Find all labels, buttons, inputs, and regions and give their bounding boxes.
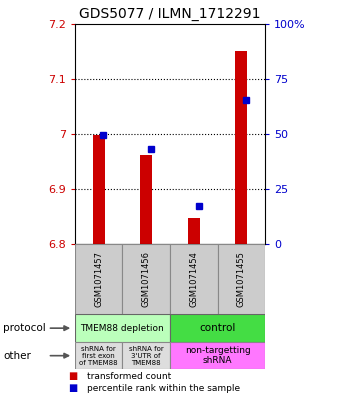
- Text: non-targetting
shRNA: non-targetting shRNA: [185, 346, 251, 365]
- Text: shRNA for
first exon
of TMEM88: shRNA for first exon of TMEM88: [79, 346, 118, 365]
- Text: GSM1071454: GSM1071454: [189, 251, 198, 307]
- Text: percentile rank within the sample: percentile rank within the sample: [87, 384, 240, 393]
- Bar: [122, 244, 170, 314]
- Text: TMEM88 depletion: TMEM88 depletion: [81, 324, 164, 332]
- Bar: [218, 244, 265, 314]
- Text: ■: ■: [68, 371, 77, 382]
- Bar: [75, 342, 122, 369]
- Bar: [75, 314, 170, 342]
- Text: other: other: [3, 351, 31, 361]
- Text: transformed count: transformed count: [87, 372, 171, 381]
- Bar: [75, 244, 122, 314]
- Text: GSM1071457: GSM1071457: [94, 251, 103, 307]
- Bar: [140, 154, 152, 244]
- Text: protocol: protocol: [3, 323, 46, 333]
- Text: GSM1071455: GSM1071455: [237, 251, 246, 307]
- Text: GSM1071456: GSM1071456: [142, 251, 151, 307]
- Bar: [188, 218, 200, 244]
- Title: GDS5077 / ILMN_1712291: GDS5077 / ILMN_1712291: [79, 7, 261, 21]
- Bar: [92, 135, 104, 244]
- Text: control: control: [200, 323, 236, 333]
- Bar: [170, 244, 218, 314]
- Bar: [170, 314, 265, 342]
- Bar: [170, 342, 265, 369]
- Text: shRNA for
3'UTR of
TMEM88: shRNA for 3'UTR of TMEM88: [129, 346, 164, 365]
- Text: ■: ■: [68, 383, 77, 393]
- Bar: [122, 342, 170, 369]
- Bar: [235, 51, 247, 244]
